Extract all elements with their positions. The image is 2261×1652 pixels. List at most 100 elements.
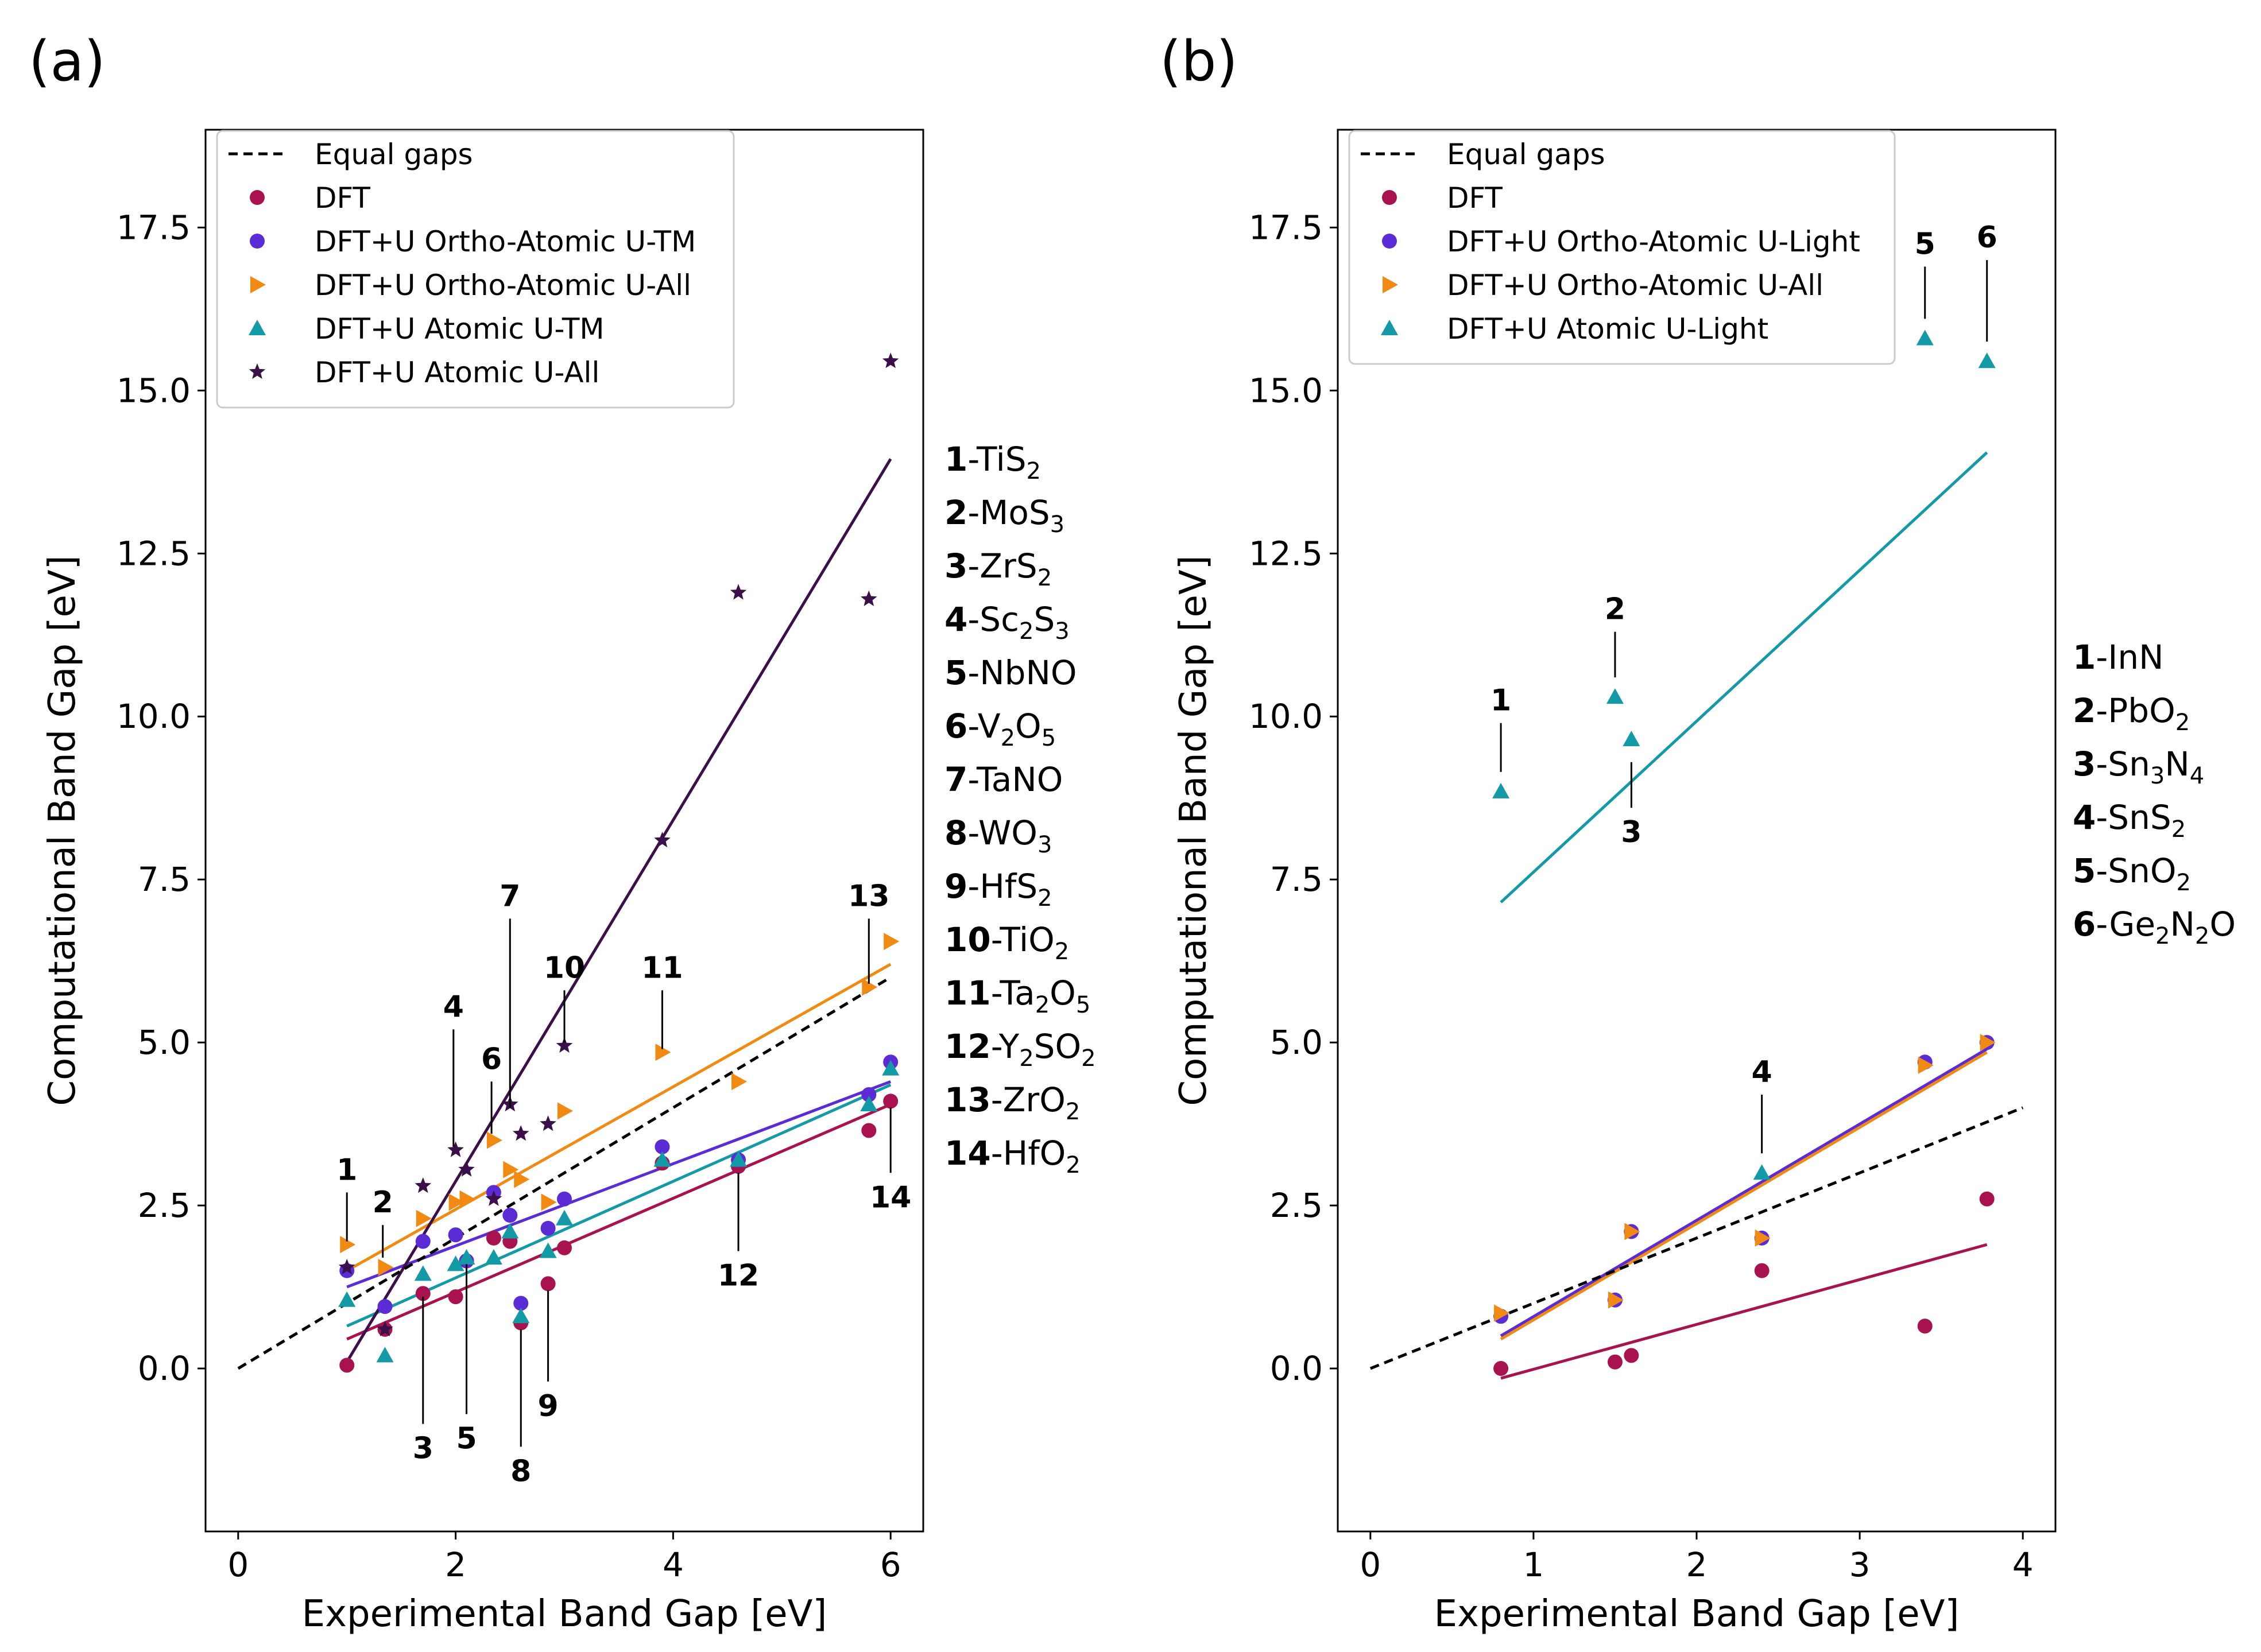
data-point bbox=[513, 1296, 529, 1311]
material-subscript: 2 bbox=[2155, 923, 2170, 949]
material-formula-part: 4 bbox=[2190, 763, 2204, 789]
y-tick-label: 17.5 bbox=[117, 208, 191, 247]
data-point bbox=[862, 978, 878, 996]
material-formula: -Y bbox=[991, 1027, 1020, 1066]
material-formula: -InN bbox=[2096, 638, 2163, 677]
legend-box bbox=[1348, 130, 1896, 365]
materials-list: 1-TiS22-MoS33-ZrS24-Sc2S35-NbNO6-V2O57-T… bbox=[944, 440, 1096, 1178]
data-point bbox=[882, 1060, 900, 1076]
data-point bbox=[861, 1123, 877, 1138]
annotation-label: 2 bbox=[1605, 592, 1625, 627]
y-tick-label: 2.5 bbox=[138, 1186, 191, 1225]
fit-line bbox=[1500, 1243, 1988, 1380]
material-number: 3 bbox=[2073, 744, 2096, 784]
material-subscript: 3 bbox=[1037, 832, 1052, 858]
fit-line bbox=[1500, 451, 1988, 903]
data-point bbox=[884, 933, 900, 951]
annotation-label: 6 bbox=[1977, 220, 1997, 255]
data-point bbox=[415, 1234, 431, 1249]
data-point bbox=[730, 1151, 748, 1167]
annotation-label: 1 bbox=[336, 1153, 357, 1187]
material-label: 2-MoS3 bbox=[944, 493, 1064, 538]
material-formula: -HfS bbox=[967, 867, 1037, 906]
axes-frame bbox=[204, 129, 924, 1533]
material-label: 6-Ge2N2O bbox=[2073, 905, 2236, 949]
material-subscript: 2 bbox=[2177, 870, 2191, 896]
data-point bbox=[378, 1258, 394, 1276]
data-point bbox=[1624, 1348, 1639, 1363]
material-subscript: 2 bbox=[2175, 709, 2190, 736]
data-point bbox=[486, 1131, 502, 1149]
y-tick-label: 12.5 bbox=[1249, 534, 1323, 573]
material-subscript: 2 bbox=[1066, 1099, 1080, 1125]
material-subscript: 2 bbox=[1019, 618, 1033, 645]
material-label: 4-SnS2 bbox=[2073, 798, 2186, 843]
material-formula: -WO bbox=[967, 813, 1037, 852]
material-number: 1 bbox=[2073, 638, 2096, 677]
data-point bbox=[1917, 1319, 1933, 1334]
annotation-label: 5 bbox=[1915, 227, 1935, 262]
material-number: 5 bbox=[2073, 851, 2096, 890]
x-tick-label: 4 bbox=[2012, 1545, 2034, 1584]
material-label: 2-PbO2 bbox=[2073, 691, 2190, 736]
fit-line bbox=[346, 1083, 892, 1328]
material-subscript: 2 bbox=[1037, 565, 1052, 591]
data-point bbox=[1607, 1354, 1623, 1370]
data-point bbox=[459, 1190, 475, 1208]
material-subscript: 3 bbox=[1050, 511, 1064, 538]
data-point bbox=[655, 1044, 671, 1061]
material-formula: -SnO bbox=[2096, 851, 2176, 890]
fit-line bbox=[346, 1103, 892, 1341]
data-point bbox=[377, 1320, 393, 1336]
material-formula-part: S bbox=[1033, 600, 1055, 639]
material-formula: -TiS bbox=[967, 440, 1026, 479]
material-formula-part: O bbox=[1050, 974, 1076, 1013]
material-number: 4 bbox=[944, 600, 967, 639]
annotation-label: 3 bbox=[1621, 815, 1641, 850]
material-number: 7 bbox=[944, 760, 967, 799]
x-tick-label: 1 bbox=[1523, 1545, 1544, 1584]
material-formula-part: 3 bbox=[1055, 618, 1069, 645]
annotation-label: 10 bbox=[544, 951, 585, 985]
material-label: 14-HfO2 bbox=[944, 1134, 1081, 1178]
material-subscript: 2 bbox=[1001, 725, 1015, 751]
data-point bbox=[1979, 1191, 1995, 1207]
annotation-label: 5 bbox=[456, 1422, 477, 1456]
x-tick-label: 2 bbox=[445, 1545, 466, 1584]
material-number: 4 bbox=[2073, 798, 2096, 837]
legend-label: DFT+U Atomic U-TM bbox=[315, 312, 605, 346]
data-point bbox=[557, 1191, 572, 1207]
plot-area bbox=[237, 352, 900, 1373]
material-formula: -MoS bbox=[967, 493, 1050, 532]
data-point bbox=[447, 1141, 464, 1157]
material-label: 13-ZrO2 bbox=[944, 1080, 1080, 1125]
legend-label: DFT bbox=[315, 181, 370, 215]
legend-swatch bbox=[1381, 320, 1398, 335]
material-label: 5-SnO2 bbox=[2073, 851, 2191, 896]
material-formula-part: 5 bbox=[1076, 992, 1090, 1018]
legend-swatch bbox=[249, 320, 266, 335]
material-formula-part: 5 bbox=[1042, 725, 1056, 751]
data-point bbox=[1624, 1223, 1640, 1240]
x-axis-label: Experimental Band Gap [eV] bbox=[1434, 1593, 1960, 1635]
y-tick-label: 5.0 bbox=[1270, 1023, 1323, 1062]
legend-box bbox=[216, 130, 735, 409]
legend-label: DFT+U Ortho-Atomic U-All bbox=[315, 269, 691, 302]
data-point bbox=[1754, 1263, 1770, 1278]
material-number: 12 bbox=[944, 1027, 991, 1066]
data-point bbox=[1492, 782, 1510, 798]
chart-panel-a: (a)0 2 4 60.02.55.07.510.012.515.017.5Exper… bbox=[29, 29, 1096, 1635]
material-formula: -Ta bbox=[991, 974, 1035, 1013]
chart-panel-b: (b)0 1 2 3 40.02.55.07.510.012.515.017.5Expe… bbox=[1160, 29, 2236, 1635]
data-point bbox=[502, 1208, 518, 1223]
legend: Equal gaps DFT DFT+U Ortho-Atomic U-Light D… bbox=[1348, 130, 1896, 365]
data-point bbox=[1916, 329, 1934, 346]
material-subscript: 2 bbox=[1037, 885, 1052, 912]
material-formula: -V bbox=[967, 707, 1001, 746]
material-subscript: 3 bbox=[2150, 763, 2165, 789]
data-point bbox=[448, 1289, 463, 1305]
data-point bbox=[653, 1151, 671, 1167]
data-point bbox=[1978, 352, 1996, 369]
material-number: 1 bbox=[944, 440, 967, 479]
